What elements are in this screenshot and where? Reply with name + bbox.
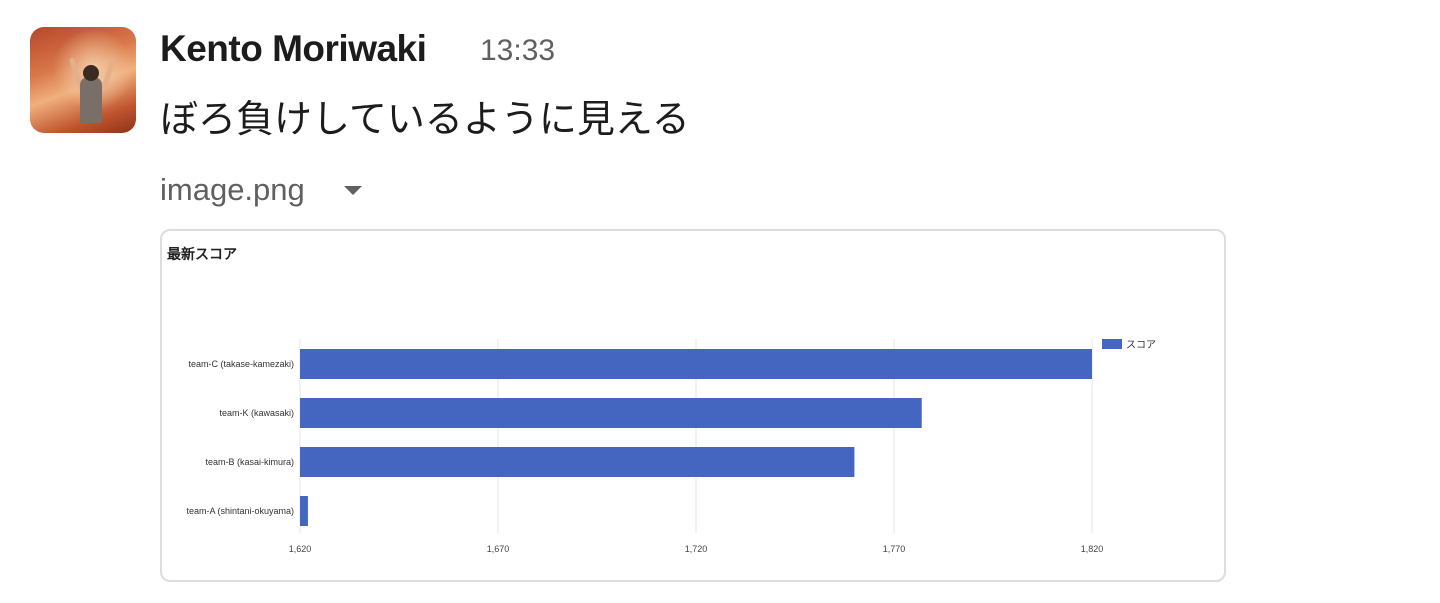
caret-down-icon <box>344 186 362 195</box>
chart-title: 最新スコア <box>167 246 237 263</box>
author-name[interactable]: Kento Moriwaki <box>160 28 427 69</box>
image-attachment[interactable]: 最新スコア team-C (takase-kamezaki) team-K (ka… <box>160 229 1226 582</box>
bar-1 <box>300 349 1092 379</box>
avatar-figure-head <box>83 65 99 81</box>
x-tick-label: 1,770 <box>883 544 906 554</box>
y-category-label: team-A (shintani-okuyama) <box>186 506 294 516</box>
avatar-figure-arm-right <box>100 57 117 91</box>
message-timestamp[interactable]: 13:33 <box>480 34 556 67</box>
y-category-label: team-C (takase-kamezaki) <box>188 359 294 369</box>
attachment-toggle-button[interactable] <box>340 178 366 204</box>
bar-4 <box>300 496 308 526</box>
attachment-file-name[interactable]: image.png <box>160 172 305 207</box>
x-tick-label: 1,820 <box>1081 544 1104 554</box>
bar-3 <box>300 447 855 477</box>
x-tick-label: 1,720 <box>685 544 708 554</box>
y-category-label: team-B (kasai-kimura) <box>205 457 294 467</box>
x-tick-label: 1,670 <box>487 544 510 554</box>
avatar-figure-body <box>80 77 102 123</box>
bar-2 <box>300 398 922 428</box>
bar-chart: 最新スコア team-C (takase-kamezaki) team-K (ka… <box>167 246 1156 554</box>
y-category-label: team-K (kawasaki) <box>219 408 294 418</box>
legend-label: スコア <box>1126 340 1156 351</box>
user-avatar[interactable] <box>30 27 136 133</box>
message-text: ぼろ負けしているように見える <box>160 97 690 141</box>
legend-swatch <box>1102 339 1122 349</box>
x-tick-label: 1,620 <box>289 544 312 554</box>
